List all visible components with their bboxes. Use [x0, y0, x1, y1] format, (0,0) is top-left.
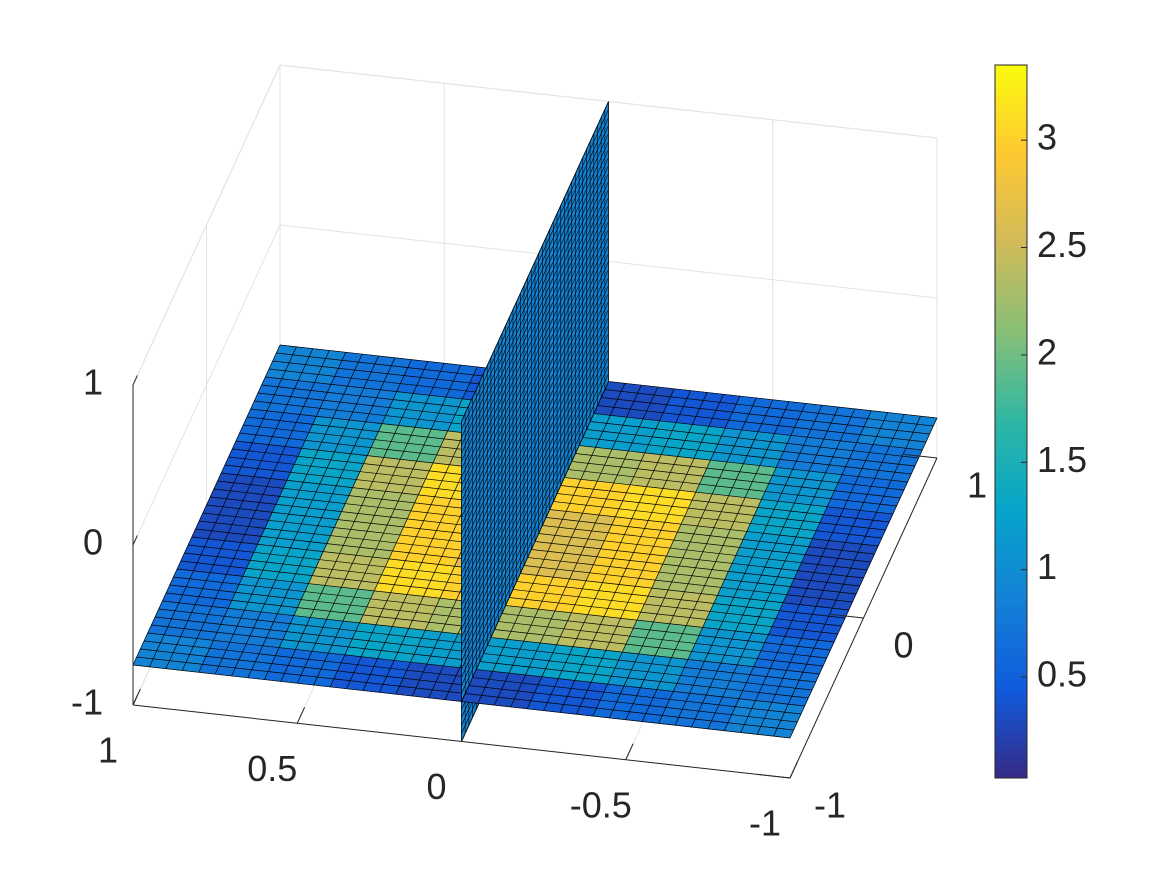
x-tick-label: 1 — [98, 730, 118, 771]
mesh-line — [461, 237, 609, 558]
z-tick — [132, 375, 138, 386]
mesh-line — [313, 364, 461, 686]
mesh-line — [461, 181, 609, 502]
mesh-line — [198, 352, 347, 673]
mesh-line — [461, 253, 609, 574]
axes-layer: -1 -0.5 0 0.5 1 -1 0 1 -1 0 1 0.5 1 1.5 2 2.5 3 — [71, 64, 1087, 844]
mesh-line — [461, 165, 609, 486]
mesh-line — [461, 229, 609, 550]
mesh-line — [329, 366, 478, 688]
mesh-line — [461, 213, 609, 534]
colorbar-tick-label: 1 — [1037, 546, 1057, 587]
mesh-line — [461, 269, 609, 590]
mesh-line — [247, 357, 396, 678]
mesh-line — [264, 359, 412, 680]
mesh-line — [461, 101, 609, 422]
mesh-line — [461, 205, 609, 526]
mesh-line — [461, 141, 609, 462]
mesh-line — [461, 365, 609, 686]
grid-line — [132, 224, 281, 546]
y-tick-label: 1 — [967, 465, 987, 506]
mesh-line — [461, 245, 609, 566]
mesh-line — [461, 157, 609, 478]
mesh-line — [461, 149, 609, 470]
x-tick-label: -1 — [749, 803, 781, 844]
x-tick — [625, 743, 634, 760]
mesh-line — [461, 349, 609, 670]
slice-floor — [132, 344, 938, 739]
mesh-line — [461, 133, 609, 454]
z-tick-label: 1 — [83, 362, 103, 403]
mesh-line — [461, 317, 609, 638]
mesh-line — [461, 381, 609, 702]
y-tick-label: -1 — [814, 785, 846, 826]
colorbar — [994, 64, 1028, 779]
z-tick — [132, 535, 138, 546]
mesh-line — [165, 348, 314, 669]
y-tick — [830, 613, 864, 619]
mesh-line — [461, 109, 609, 430]
mesh-line — [296, 363, 445, 684]
mesh-line — [461, 197, 609, 518]
mesh-line — [231, 355, 379, 677]
colorbar-tick-label: 2.5 — [1037, 224, 1087, 265]
y-tick — [904, 453, 938, 459]
z-tick-label: -1 — [71, 682, 103, 723]
mesh-line — [461, 357, 609, 678]
mesh-line — [461, 333, 609, 654]
x-tick — [789, 761, 798, 779]
x-tick — [296, 707, 306, 724]
mesh-line — [461, 285, 609, 606]
mesh-line — [461, 261, 609, 582]
mesh-line — [461, 277, 609, 598]
colorbar-tick-label: 3 — [1037, 117, 1057, 158]
z-tick-label: 0 — [83, 522, 103, 563]
mesh-line — [461, 117, 609, 438]
x-tick-label: 0 — [426, 766, 446, 807]
mesh-line — [149, 346, 297, 667]
colorbar-tick-label: 0.5 — [1037, 654, 1087, 695]
colorbar-tick-label: 1.5 — [1037, 439, 1087, 480]
mesh-line — [280, 361, 429, 682]
mesh-line — [461, 325, 609, 646]
mesh-line — [461, 173, 609, 494]
mesh-line — [461, 189, 609, 510]
x-tick — [461, 725, 470, 742]
mesh-line — [461, 309, 609, 630]
mesh-line — [214, 353, 363, 675]
z-tick — [132, 695, 138, 706]
mesh-line — [132, 344, 281, 666]
grid-line — [132, 64, 281, 386]
y-tick-label: 0 — [893, 625, 913, 666]
mesh-line — [461, 301, 609, 622]
colorbar-tick-label: 2 — [1037, 331, 1057, 372]
mesh-line — [461, 221, 609, 542]
mesh-line — [461, 125, 609, 446]
x-tick-label: -0.5 — [570, 784, 632, 825]
mesh-line — [181, 350, 330, 671]
mesh-line — [461, 293, 609, 614]
y-tick — [757, 773, 791, 779]
mesh-line — [461, 341, 609, 662]
slice-upper — [461, 101, 609, 702]
x-tick-label: 0.5 — [247, 748, 297, 789]
mesh-line — [461, 373, 609, 694]
